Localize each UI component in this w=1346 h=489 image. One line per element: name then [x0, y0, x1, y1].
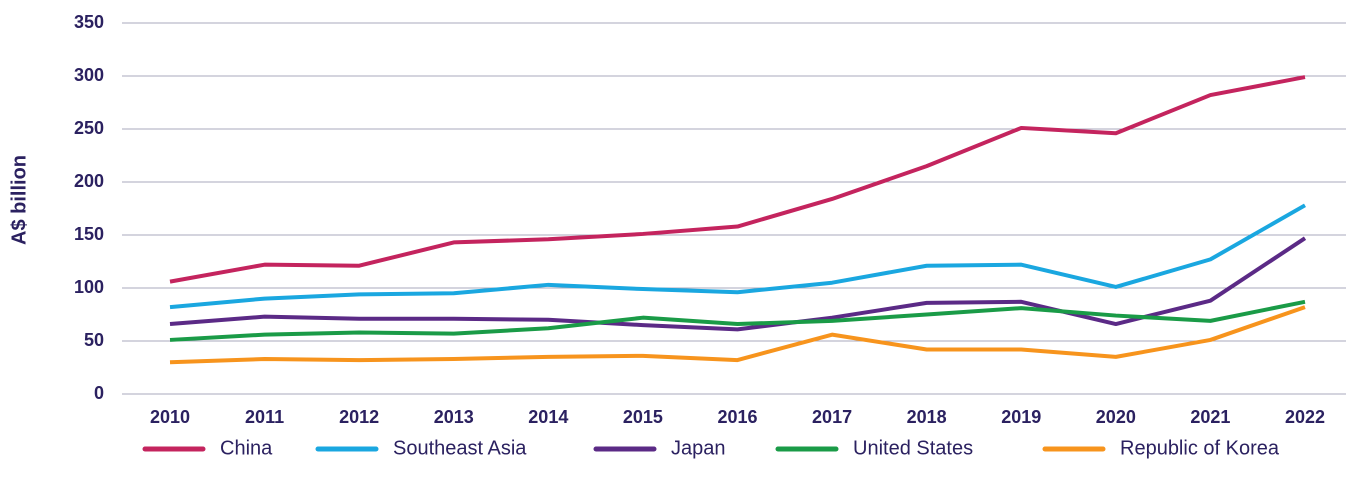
y-tick-label: 100: [74, 277, 104, 297]
line-series: [169, 305, 1306, 365]
line-series: [169, 299, 1306, 342]
x-tick-label: 2013: [434, 407, 474, 427]
x-tick-label: 2012: [339, 407, 379, 427]
x-tick-label: 2014: [528, 407, 568, 427]
y-tick-label: 50: [84, 330, 104, 350]
line-series: [169, 236, 1307, 332]
y-tick-label: 250: [74, 118, 104, 138]
y-tick-label: 350: [74, 12, 104, 32]
x-tick-label: 2017: [812, 407, 852, 427]
y-tick-label: 150: [74, 224, 104, 244]
line-series: [169, 203, 1306, 310]
line-series: [169, 75, 1306, 284]
y-axis-label: A$ billion: [8, 155, 30, 245]
legend-label: Southeast Asia: [393, 437, 527, 459]
y-tick-label: 300: [74, 65, 104, 85]
x-tick-label: 2021: [1190, 407, 1230, 427]
legend-label: Republic of Korea: [1120, 437, 1280, 459]
y-tick-label: 0: [94, 383, 104, 403]
legend-label: China: [220, 437, 273, 459]
x-tick-label: 2020: [1096, 407, 1136, 427]
x-tick-label: 2019: [1001, 407, 1041, 427]
x-tick-label: 2016: [717, 407, 757, 427]
legend-label: Japan: [671, 437, 726, 459]
y-tick-label: 200: [74, 171, 104, 191]
legend-label: United States: [853, 437, 973, 459]
x-tick-label: 2018: [907, 407, 947, 427]
x-tick-label: 2015: [623, 407, 663, 427]
x-tick-label: 2011: [245, 407, 284, 427]
x-tick-label: 2010: [150, 407, 190, 427]
x-tick-label: 2022: [1285, 407, 1325, 427]
